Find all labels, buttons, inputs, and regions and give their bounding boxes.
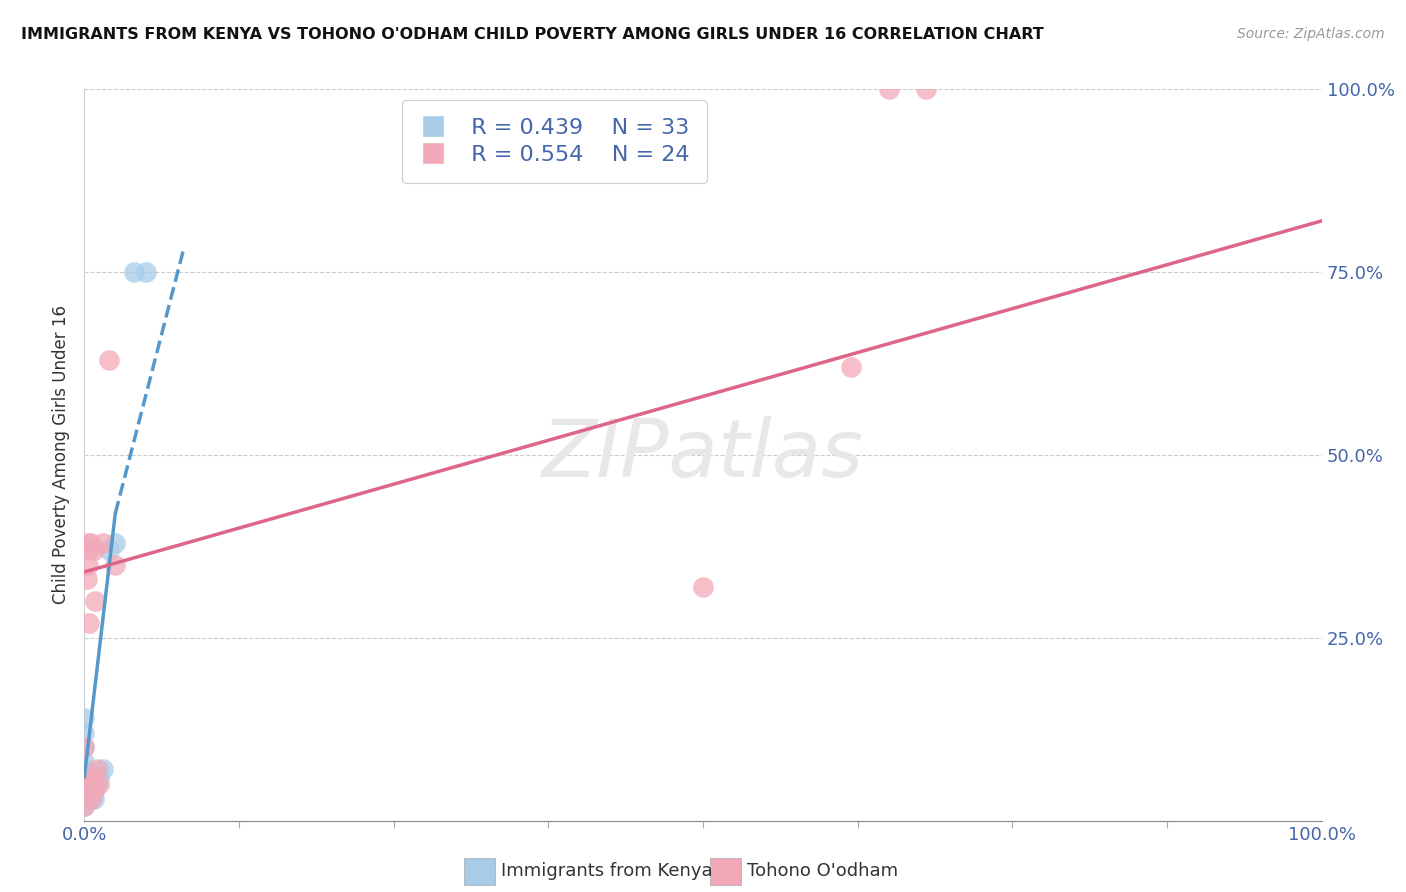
Point [77, 558, 100, 572]
Point [73, 799, 96, 814]
Point [73, 763, 96, 777]
Point [73, 784, 96, 798]
Y-axis label: Child Poverty Among Girls Under 16: Child Poverty Among Girls Under 16 [52, 305, 70, 605]
Point [83, 791, 105, 805]
Point [73, 726, 96, 740]
Point [83, 784, 105, 798]
Point [692, 580, 714, 594]
Text: Source: ZipAtlas.com: Source: ZipAtlas.com [1237, 27, 1385, 41]
Point [91, 763, 114, 777]
Point [83, 784, 105, 798]
Point [76, 791, 98, 805]
Point [73, 777, 96, 791]
Point [76, 784, 98, 798]
Point [77, 535, 100, 549]
Text: ZIPatlas: ZIPatlas [541, 416, 865, 494]
Point [73, 799, 96, 814]
Point [73, 791, 96, 805]
Point [79, 535, 101, 549]
Point [79, 543, 101, 558]
Point [877, 82, 900, 96]
Point [86, 763, 108, 777]
Point [89, 770, 111, 784]
Point [73, 740, 96, 755]
Point [76, 777, 98, 791]
Point [122, 265, 145, 279]
Point [83, 543, 105, 558]
Point [914, 82, 936, 96]
Point [79, 777, 101, 791]
Point [98, 543, 121, 558]
Point [79, 770, 101, 784]
Point [79, 616, 101, 631]
Point [73, 711, 96, 725]
Point [80, 777, 103, 791]
Point [841, 360, 863, 375]
Point [98, 352, 121, 367]
Point [80, 777, 103, 791]
Point [73, 740, 96, 755]
Legend:   R = 0.439    N = 33,   R = 0.554    N = 24: R = 0.439 N = 33, R = 0.554 N = 24 [402, 100, 707, 183]
Point [73, 755, 96, 769]
Point [82, 770, 104, 784]
Point [135, 265, 157, 279]
Point [73, 777, 96, 791]
Point [89, 777, 111, 791]
Point [91, 535, 114, 549]
Point [104, 535, 127, 549]
Point [79, 791, 101, 805]
Point [82, 784, 104, 798]
Point [80, 784, 103, 798]
Point [77, 784, 100, 798]
Text: Immigrants from Kenya: Immigrants from Kenya [501, 863, 713, 880]
Point [79, 784, 101, 798]
Text: IMMIGRANTS FROM KENYA VS TOHONO O'ODHAM CHILD POVERTY AMONG GIRLS UNDER 16 CORRE: IMMIGRANTS FROM KENYA VS TOHONO O'ODHAM … [21, 27, 1043, 42]
Point [76, 572, 98, 586]
Point [73, 770, 96, 784]
Point [86, 777, 108, 791]
Point [79, 791, 101, 805]
Point [104, 558, 127, 572]
Point [77, 777, 100, 791]
Point [84, 594, 107, 608]
Point [79, 791, 101, 805]
Text: Tohono O'odham: Tohono O'odham [747, 863, 897, 880]
Point [77, 791, 100, 805]
